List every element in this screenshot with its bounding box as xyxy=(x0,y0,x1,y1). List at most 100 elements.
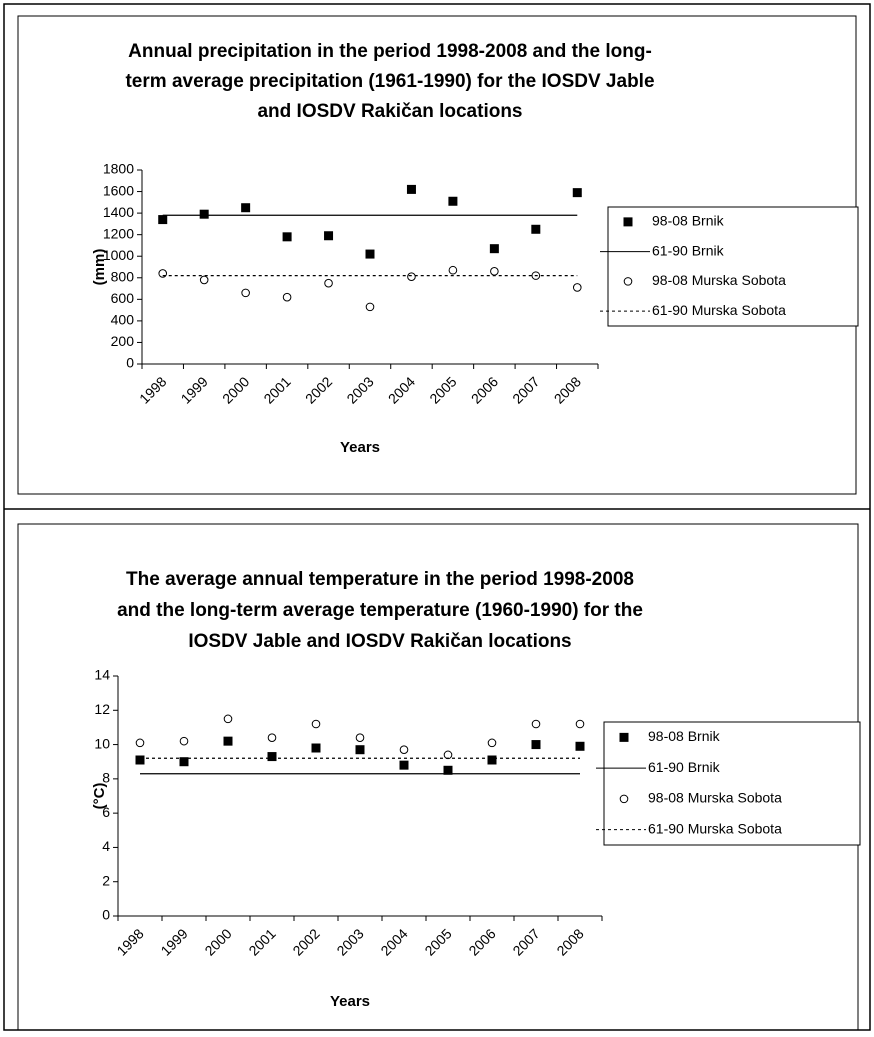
marker xyxy=(135,755,145,765)
marker xyxy=(179,757,189,767)
legend-label: 98-08 Brnik xyxy=(652,213,725,229)
x-tick-label: 1999 xyxy=(157,925,190,958)
y-tick-label: 8 xyxy=(102,770,110,786)
marker xyxy=(623,217,633,227)
chart-title: term average precipitation (1961-1990) f… xyxy=(125,71,654,92)
x-tick-label: 2008 xyxy=(551,373,584,406)
x-tick-label: 2003 xyxy=(333,925,366,958)
y-tick-label: 12 xyxy=(94,701,110,717)
y-axis-label: (°C) xyxy=(91,783,108,810)
marker xyxy=(572,283,582,292)
legend-label: 98-08 Murska Sobota xyxy=(648,790,782,806)
legend-box xyxy=(607,206,859,327)
marker xyxy=(355,733,365,743)
marker xyxy=(531,224,541,234)
marker xyxy=(199,275,209,285)
marker xyxy=(406,184,416,194)
marker xyxy=(575,719,585,729)
chart-title: Annual precipitation in the period 1998-… xyxy=(128,41,652,62)
marker xyxy=(487,755,497,765)
y-tick-label: 6 xyxy=(102,804,110,820)
legend-label: 61-90 Brnik xyxy=(652,242,725,258)
legend-label: 98-08 Brnik xyxy=(648,728,721,744)
marker xyxy=(355,745,365,755)
marker xyxy=(324,231,334,241)
y-tick-label: 0 xyxy=(126,355,134,371)
y-tick-label: 400 xyxy=(111,312,135,328)
marker xyxy=(282,232,292,242)
marker xyxy=(407,272,416,282)
chart-title: and IOSDV Rakičan locations xyxy=(257,101,522,122)
y-tick-label: 800 xyxy=(111,268,135,284)
marker xyxy=(179,736,189,746)
y-tick-label: 1400 xyxy=(103,204,134,220)
marker xyxy=(282,292,292,302)
marker xyxy=(311,719,321,729)
marker xyxy=(223,736,233,746)
marker xyxy=(531,719,541,729)
y-tick-label: 1000 xyxy=(103,247,134,263)
x-tick-label: 2005 xyxy=(426,373,459,406)
marker xyxy=(623,277,633,286)
marker xyxy=(448,265,458,275)
x-tick-label: 2002 xyxy=(302,373,335,406)
marker xyxy=(490,267,499,276)
y-tick-label: 1800 xyxy=(103,161,134,177)
marker xyxy=(311,743,321,753)
chart-title: IOSDV Jable and IOSDV Rakičan locations xyxy=(188,631,571,652)
marker xyxy=(619,794,629,804)
y-tick-label: 200 xyxy=(111,333,135,349)
legend-box xyxy=(603,721,861,846)
legend-label: 61-90 Murska Sobota xyxy=(648,820,782,836)
y-tick-label: 600 xyxy=(111,290,135,306)
chart-title: and the long-term average temperature (1… xyxy=(117,600,643,621)
x-tick-label: 2003 xyxy=(343,373,376,406)
chart-title: The average annual temperature in the pe… xyxy=(126,569,634,590)
x-tick-label: 2001 xyxy=(260,373,293,406)
marker xyxy=(487,738,497,748)
legend-label: 61-90 Murska Sobota xyxy=(652,302,786,318)
x-tick-label: 2006 xyxy=(468,373,501,406)
marker xyxy=(267,752,277,762)
marker xyxy=(158,215,168,225)
legend-label: 98-08 Murska Sobota xyxy=(652,272,786,288)
y-tick-label: 0 xyxy=(102,907,110,923)
legend-label: 61-90 Brnik xyxy=(648,759,721,775)
marker xyxy=(365,302,375,312)
x-tick-label: 2008 xyxy=(553,925,586,958)
marker xyxy=(572,188,582,198)
y-tick-label: 2 xyxy=(102,872,110,888)
marker xyxy=(489,244,499,254)
x-tick-label: 1998 xyxy=(136,373,169,406)
x-axis-label: Years xyxy=(340,439,380,456)
outer-border xyxy=(3,3,871,1031)
marker xyxy=(199,209,209,219)
marker xyxy=(619,732,629,742)
x-tick-label: 2000 xyxy=(219,373,252,406)
marker xyxy=(365,249,375,259)
marker xyxy=(531,740,541,750)
marker xyxy=(324,278,333,288)
y-tick-label: 14 xyxy=(94,667,110,683)
y-axis-label: (mm) xyxy=(91,249,108,286)
x-tick-label: 2001 xyxy=(245,925,278,958)
marker xyxy=(399,760,409,770)
x-tick-label: 2005 xyxy=(421,925,454,958)
x-tick-label: 2007 xyxy=(509,373,542,406)
marker xyxy=(241,288,250,298)
x-tick-label: 2007 xyxy=(509,925,542,958)
x-tick-label: 2000 xyxy=(201,925,234,958)
x-tick-label: 2006 xyxy=(465,925,498,958)
y-tick-label: 4 xyxy=(102,838,110,854)
marker xyxy=(223,714,233,724)
marker xyxy=(443,765,453,775)
marker xyxy=(267,733,277,743)
y-tick-label: 10 xyxy=(94,735,110,751)
y-tick-label: 1600 xyxy=(103,182,134,198)
x-tick-label: 1999 xyxy=(178,373,211,406)
y-tick-label: 1200 xyxy=(103,225,134,241)
x-tick-label: 1998 xyxy=(113,925,146,958)
x-tick-label: 2004 xyxy=(385,373,418,406)
x-tick-label: 2002 xyxy=(289,925,322,958)
